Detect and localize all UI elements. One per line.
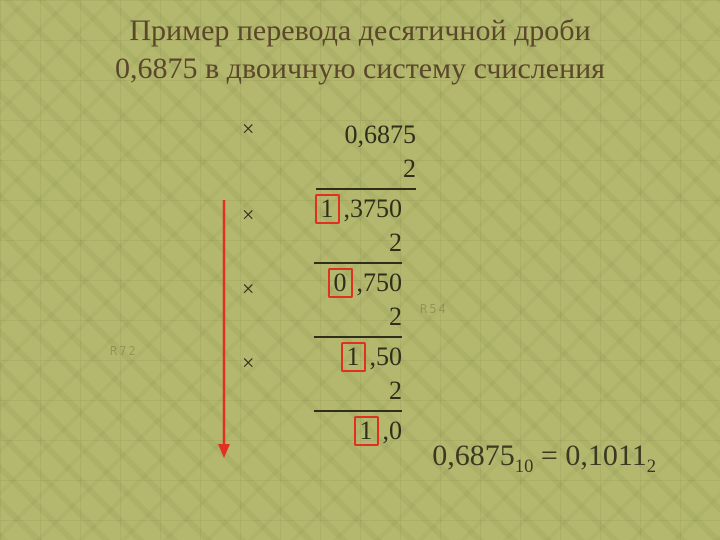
slide-title: Пример перевода десятичной дроби 0,6875 …: [0, 12, 720, 87]
step-3-int: 1: [341, 340, 366, 374]
multiplier-2: 2: [389, 228, 402, 257]
step-1-frac: ,3750: [344, 192, 403, 226]
result-rhs-value: 0,1011: [565, 439, 646, 472]
step-4-row: 1,0: [208, 414, 416, 448]
step-3-frac: ,50: [370, 340, 403, 374]
multiplier-row-4: 2: [208, 374, 416, 408]
multiplier-3: 2: [389, 302, 402, 331]
step-4-int: 1: [354, 414, 379, 448]
title-line-2: 0,6875 в двоичную систему счисления: [115, 52, 605, 85]
multiplier-1: 2: [403, 154, 416, 183]
calculation-block: × 0,6875 2 × 1,3750 2 × 0,750 2 × 1,50 2…: [208, 118, 416, 448]
result-equals: =: [533, 439, 565, 472]
step-2-int: 0: [328, 266, 353, 300]
start-value-row: 0,6875: [208, 118, 416, 152]
pcb-trace-r54: R54: [420, 302, 448, 316]
multiplier-row-1: 2: [208, 152, 416, 186]
result-equation: 0,687510 = 0,10112: [432, 439, 656, 478]
step-1-int: 1: [315, 192, 340, 226]
pcb-trace-r72: R72: [110, 344, 138, 358]
result-lhs-value: 0,6875: [432, 439, 515, 472]
result-lhs-base: 10: [515, 456, 534, 477]
step-1-row: × 1,3750: [208, 192, 416, 226]
result-rhs-base: 2: [647, 456, 656, 477]
step-3-row: × 1,50: [208, 340, 416, 374]
step-2-frac: ,750: [357, 266, 403, 300]
start-value: 0,6875: [345, 120, 417, 149]
multiplier-row-3: 2: [208, 300, 416, 334]
step-4-frac: ,0: [383, 414, 403, 448]
step-2-row: × 0,750: [208, 266, 416, 300]
multiplier-4: 2: [389, 376, 402, 405]
multiplier-row-2: 2: [208, 226, 416, 260]
title-line-1: Пример перевода десятичной дроби: [129, 14, 590, 47]
